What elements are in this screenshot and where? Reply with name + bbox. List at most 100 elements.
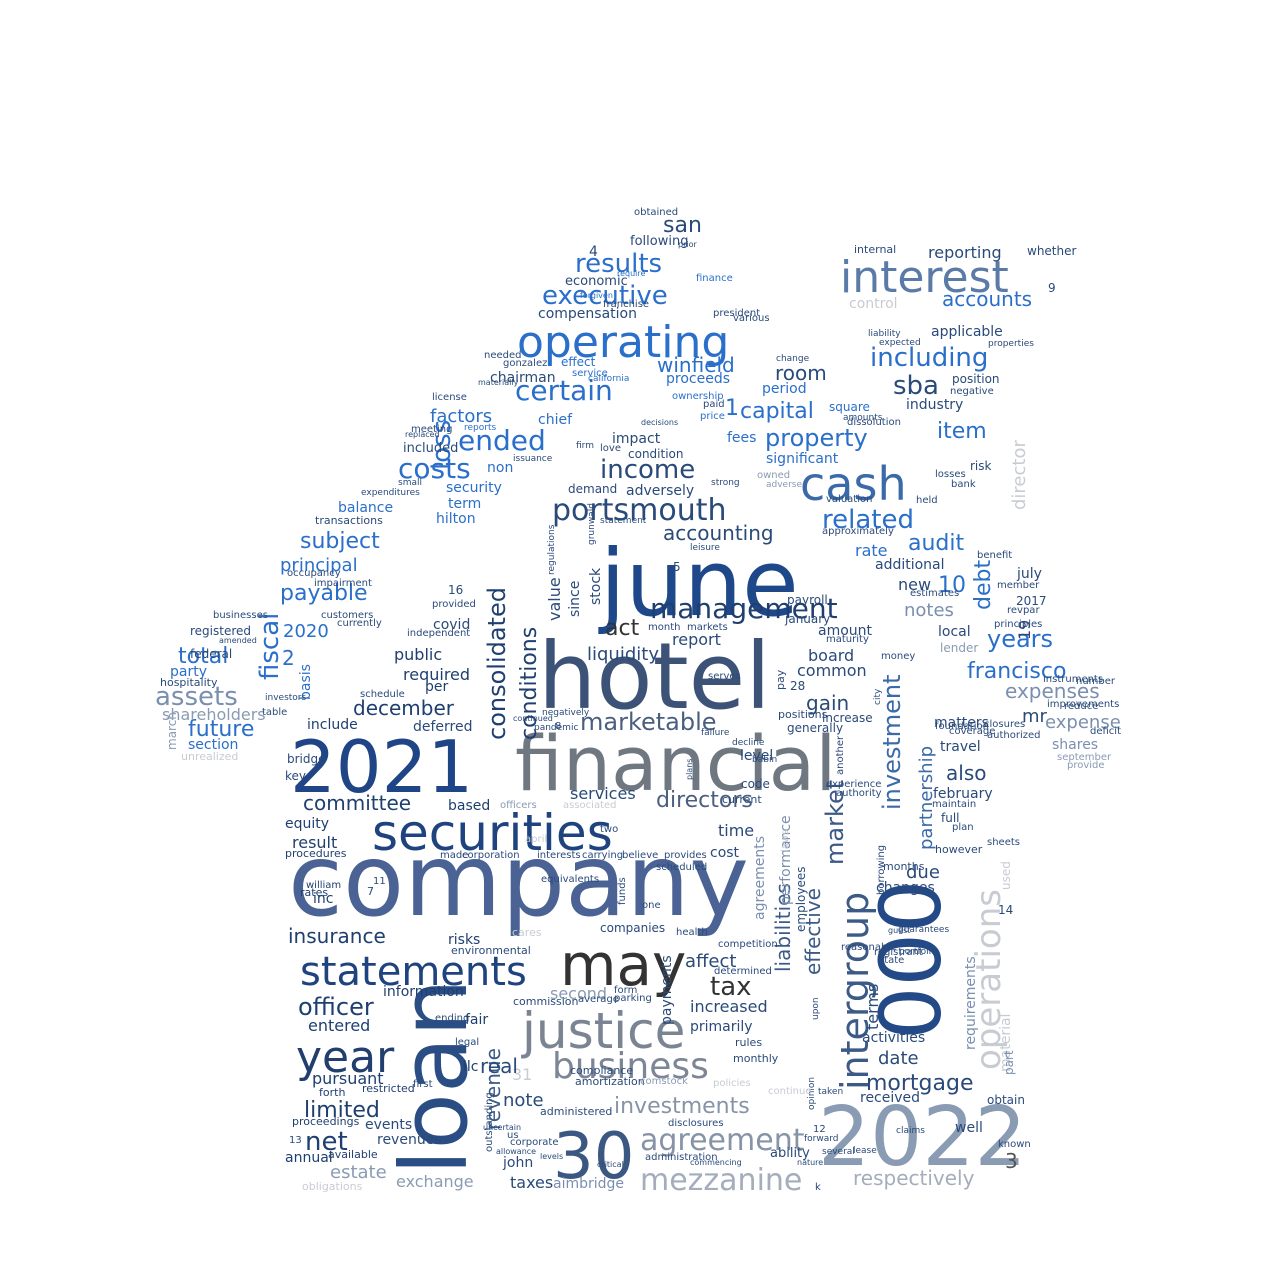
word-price: price <box>700 411 725 422</box>
word-market: market <box>821 780 849 865</box>
word-require: require <box>617 269 646 278</box>
word-replaced: replaced <box>405 430 440 439</box>
word-certain: certain <box>515 374 613 407</box>
word-management: management <box>650 592 838 625</box>
word-real: real <box>480 1054 518 1078</box>
word-industry: industry <box>906 397 963 413</box>
word-february: february <box>933 786 993 802</box>
word-occupancy: occupancy <box>287 568 341 579</box>
word-respectively: respectively <box>853 1166 975 1190</box>
word-compliance: compliance <box>570 1064 633 1077</box>
word-significant: significant <box>766 451 839 467</box>
word-fees: fees <box>727 430 756 446</box>
word-limited: limited <box>304 1098 380 1123</box>
word-amount: amount <box>818 623 873 639</box>
word-levels: levels <box>540 1152 563 1161</box>
word-covid: covid <box>433 617 470 633</box>
word-10: 10 <box>938 573 966 598</box>
word-include: include <box>307 717 358 733</box>
word-amounts: amounts <box>843 413 883 423</box>
word-reporting: reporting <box>928 243 1002 262</box>
word-inc: inc <box>313 891 333 907</box>
word-reasonable: reasonable <box>841 942 896 953</box>
word-loan: loan <box>381 978 488 1175</box>
word-member: member <box>997 580 1040 591</box>
word-shares: shares <box>1052 737 1098 753</box>
word-loss: loss <box>427 420 457 470</box>
word-equivalents: equivalents <box>541 874 599 885</box>
word-events: events <box>365 1117 412 1133</box>
word-ability: ability <box>770 1146 810 1161</box>
word-first: first <box>413 1079 433 1090</box>
word-based: based <box>448 798 490 814</box>
word-health: health <box>676 927 708 938</box>
word-upon: upon <box>811 997 821 1020</box>
word-current: current <box>722 793 762 806</box>
word-benefit: benefit <box>977 550 1012 561</box>
word-increase: increase <box>822 711 873 725</box>
word-2021: 2021 <box>290 725 473 809</box>
word-hilton: hilton <box>436 511 476 527</box>
word-19: 19 <box>1015 620 1034 640</box>
word-partnership: partnership <box>916 746 937 850</box>
word-officers: officers <box>500 800 537 811</box>
word-corporate: corporate <box>510 1137 559 1148</box>
word-key: key <box>285 769 306 783</box>
word-two: two <box>600 824 618 835</box>
word-directors: directors <box>656 788 753 813</box>
word-mortgage: mortgage <box>866 1071 974 1096</box>
word-independent: independent <box>407 628 470 639</box>
word-rate: rate <box>855 541 888 560</box>
word-properties: properties <box>988 339 1034 349</box>
word-one: one <box>642 900 661 911</box>
word-legal: legal <box>455 1037 479 1048</box>
word-approximately: approximately <box>822 526 894 537</box>
word-maturity: maturity <box>826 634 869 645</box>
word-change: change <box>776 354 810 364</box>
word-31: 31 <box>512 1065 532 1084</box>
word-service: service <box>572 368 608 379</box>
word-revenues: revenues <box>377 1132 442 1148</box>
word-level: level <box>740 748 773 764</box>
word-administration: administration <box>645 1152 718 1163</box>
word-improvements: improvements <box>1047 699 1119 710</box>
word-restricted: restricted <box>362 1082 415 1095</box>
word-dissolution: dissolution <box>847 417 901 428</box>
word-square: square <box>829 400 870 414</box>
word-interests: interests <box>537 850 581 861</box>
word-customers: customers <box>321 610 373 621</box>
word-currently: currently <box>337 618 382 629</box>
word-city: city <box>873 688 883 705</box>
word-fiscal: fiscal <box>255 613 285 680</box>
word-sheets: sheets <box>987 837 1020 848</box>
word-impairment: impairment <box>314 578 372 589</box>
word-various: various <box>733 313 770 324</box>
word-statement: statement <box>600 516 647 526</box>
word-company: company <box>288 822 749 939</box>
word-funds: funds <box>617 877 628 905</box>
word-non: non <box>487 460 513 476</box>
word-revpar: revpar <box>1007 605 1040 616</box>
word-exchange: exchange <box>396 1172 474 1191</box>
word-notes: notes <box>904 600 954 621</box>
word-amortization: amortization <box>575 1075 645 1088</box>
word-portsmouth: portsmouth <box>552 493 727 528</box>
word-policies: policies <box>713 1078 751 1089</box>
word-increased: increased <box>690 997 768 1016</box>
word-deferred: deferred <box>413 719 473 735</box>
word-9: 9 <box>1048 281 1056 295</box>
word-basis: basis <box>298 664 314 700</box>
word-audit: audit <box>908 531 965 556</box>
word-adversely: adversely <box>626 483 694 499</box>
word-officer: officer <box>298 993 374 1021</box>
word-12: 12 <box>813 1124 826 1135</box>
word-2020: 2020 <box>283 621 329 642</box>
word-effect: effect <box>561 355 596 369</box>
word-forward: forward <box>804 1134 839 1144</box>
word-condition: condition <box>628 447 683 461</box>
word-assets: assets <box>155 682 238 712</box>
word-cash: cash <box>800 457 907 511</box>
word-transactions: transactions <box>315 514 383 527</box>
word-taxes: taxes <box>510 1173 553 1192</box>
word-us: us <box>507 1130 519 1141</box>
